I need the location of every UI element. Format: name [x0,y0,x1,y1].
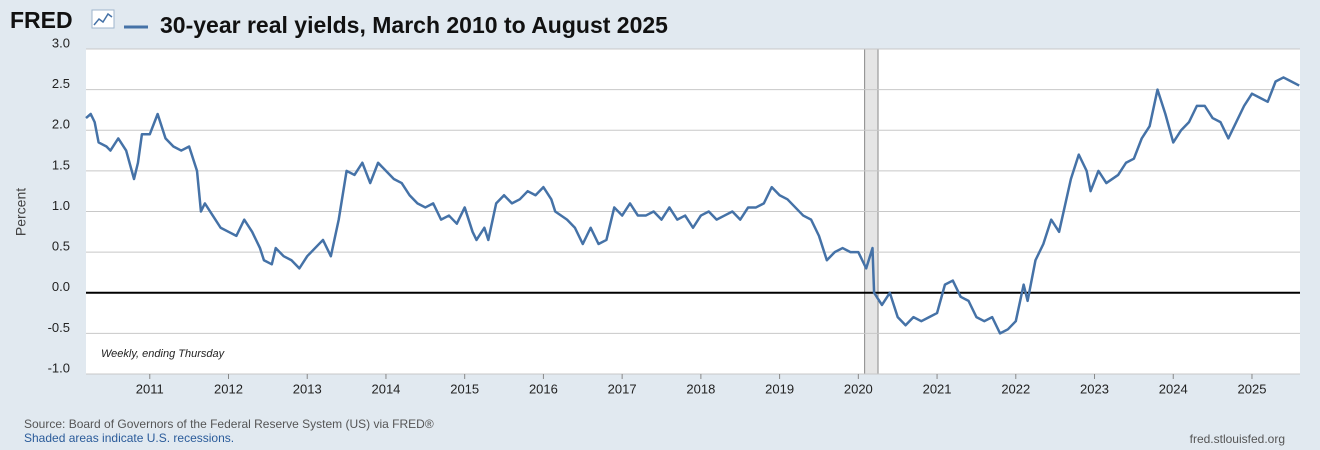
logo: FRED [10,7,73,33]
chart-title: 30-year real yields, March 2010 to Augus… [160,12,668,38]
y-tick-label: 2.0 [52,117,70,132]
x-tick-label: 2018 [686,381,715,396]
y-tick-label: 1.5 [52,157,70,172]
x-tick-label: 2014 [371,381,400,396]
y-tick-label: 3.0 [52,35,70,50]
source: Source: Board of Governors of the Federa… [24,417,434,431]
annotation: Weekly, ending Thursday [101,348,226,360]
x-tick-label: 2011 [136,381,164,396]
note: Shaded areas indicate U.S. recessions. [24,431,234,445]
x-tick-label: 2024 [1159,381,1188,396]
x-tick-label: 2013 [293,381,322,396]
x-tick-label: 2022 [1001,381,1030,396]
x-tick-label: 2020 [844,381,873,396]
x-tick-label: 2016 [529,381,558,396]
y-tick-label: 2.5 [52,76,70,91]
y-tick-label: -0.5 [48,320,70,335]
x-tick-label: 2012 [214,381,243,396]
x-tick-label: 2019 [765,381,794,396]
y-axis-label: Percent [13,188,29,236]
x-tick-label: 2025 [1238,381,1267,396]
y-tick-label: -1.0 [48,360,70,375]
y-tick-label: 0.5 [52,239,70,254]
x-tick-label: 2023 [1080,381,1109,396]
series-line [85,76,1300,335]
x-tick-label: 2015 [450,381,479,396]
x-tick-label: 2017 [608,381,637,396]
logo-icon [91,9,115,29]
y-tick-label: 0.0 [52,279,70,294]
site: fred.stlouisfed.org [1190,432,1285,446]
y-tick-label: 1.0 [52,198,70,213]
x-tick-label: 2021 [923,381,952,396]
